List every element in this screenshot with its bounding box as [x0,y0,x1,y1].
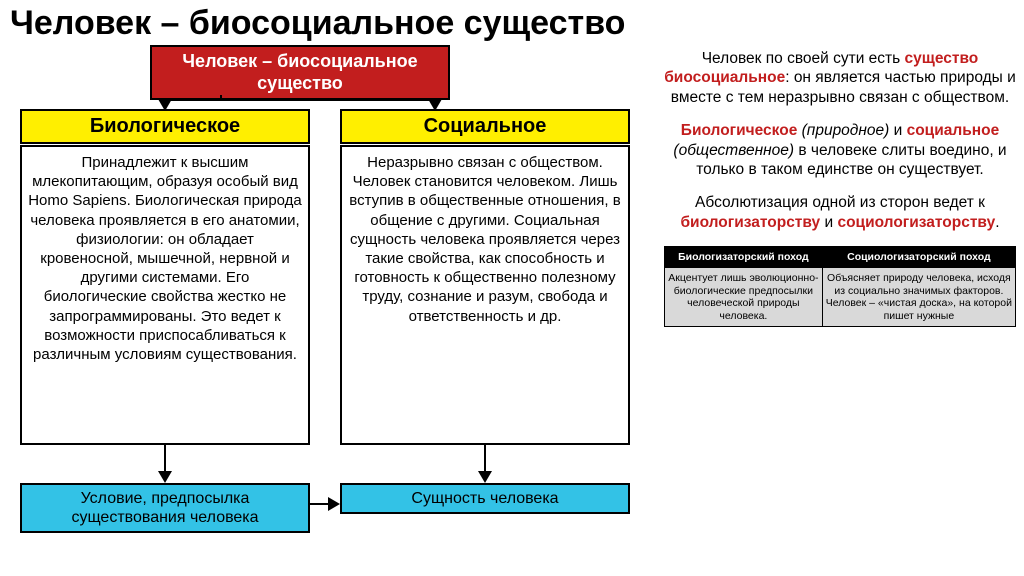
connector [484,445,486,473]
td-soc: Объясняет природу человека, исходя из со… [822,268,1015,327]
text: и [820,214,837,231]
th-soc: Социологизаторский поход [822,247,1015,268]
text-panel: Человек по своей сути есть существо биос… [660,45,1024,575]
bio-body: Принадлежит к высшим млекопитающим, обра… [20,145,310,445]
arrow-right-icon [328,497,340,511]
connector [165,99,435,101]
top-box: Человек – биосоциальное существо [150,45,450,100]
text: и [889,122,906,139]
th-bio: Биологизаторский поход [665,247,823,268]
para-1: Человек по своей сути есть существо биос… [664,49,1016,107]
text: (природное) [797,122,889,139]
soc-foot: Сущность человека [340,483,630,514]
table-row: Акцентует лишь эволюционно-биологические… [665,268,1016,327]
para-2: Биологическое (природное) и социальное (… [664,121,1016,179]
highlight: биологизаторству [680,214,820,231]
text: Человек по своей сути есть [702,50,905,67]
approach-table: Биологизаторский поход Социологизаторски… [664,246,1016,327]
text: (общественное) [673,142,794,159]
bio-header: Биологическое [20,109,310,144]
highlight: социологизаторству [837,214,995,231]
td-bio: Акцентует лишь эволюционно-биологические… [665,268,823,327]
bio-foot: Условие, предпосылка существования челов… [20,483,310,533]
soc-body: Неразрывно связан с обществом. Человек с… [340,145,630,445]
text: Абсолютизация одной из сторон ведет к [695,194,985,211]
arrow-down-icon [158,471,172,483]
table-row: Биологизаторский поход Социологизаторски… [665,247,1016,268]
arrow-down-icon [478,471,492,483]
main: Человек – биосоциальное существо Биологи… [0,45,1024,575]
connector [164,445,166,473]
para-3: Абсолютизация одной из сторон ведет к би… [664,193,1016,232]
connector [310,503,330,505]
soc-header: Социальное [340,109,630,144]
text: . [995,214,999,231]
page-title: Человек – биосоциальное существо [0,0,1024,45]
highlight: социальное [907,122,1000,139]
highlight: Биологическое [681,122,798,139]
diagram-panel: Человек – биосоциальное существо Биологи… [0,45,660,575]
